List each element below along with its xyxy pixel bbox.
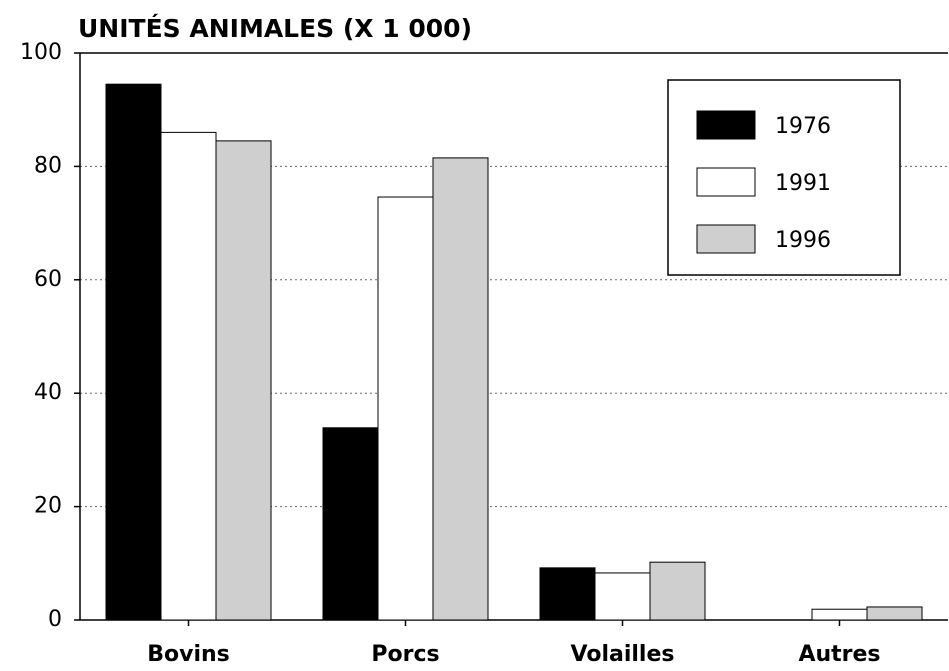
bar: [432, 157, 489, 621]
bar: [649, 561, 706, 621]
bar: [594, 572, 651, 621]
legend-swatch: [696, 110, 756, 140]
y-tick-label: 60: [34, 267, 62, 292]
y-tick-label: 0: [48, 607, 62, 632]
x-tick-label: Autres: [798, 642, 880, 667]
bar: [160, 131, 217, 621]
bar: [377, 196, 434, 621]
y-tick-label: 100: [20, 40, 62, 65]
legend-swatch: [696, 224, 756, 254]
legend-swatch: [696, 167, 756, 197]
bar: [105, 83, 162, 621]
legend-label: 1996: [775, 228, 831, 253]
legend-label: 1976: [775, 114, 831, 139]
y-tick-label: 40: [34, 380, 62, 405]
y-tick-label: 20: [34, 494, 62, 519]
y-tick-label: 80: [34, 153, 62, 178]
bar: [811, 608, 868, 621]
x-tick-label: Bovins: [147, 642, 230, 667]
legend-label: 1991: [775, 171, 831, 196]
bar: [866, 606, 923, 621]
bar: [322, 427, 379, 621]
bar: [539, 567, 596, 621]
chart-title: UNITÉS ANIMALES (X 1 000): [78, 14, 472, 43]
bar: [215, 140, 272, 621]
x-tick-label: Volailles: [571, 642, 675, 667]
x-tick-label: Porcs: [371, 642, 439, 667]
